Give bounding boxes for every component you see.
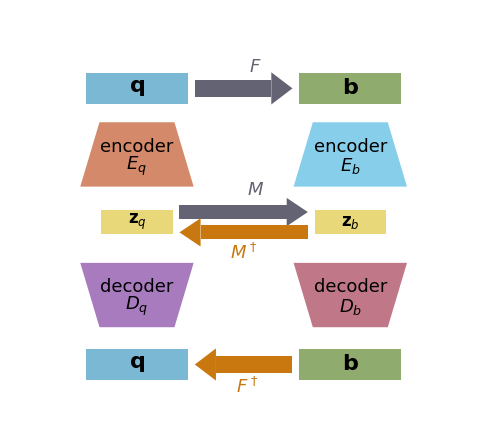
Text: $\mathbf{z}_q$: $\mathbf{z}_q$ xyxy=(127,212,146,232)
FancyBboxPatch shape xyxy=(86,349,188,380)
FancyBboxPatch shape xyxy=(180,205,287,219)
Text: $E_b$: $E_b$ xyxy=(340,156,361,176)
Text: $\mathbf{b}$: $\mathbf{b}$ xyxy=(342,355,359,374)
Polygon shape xyxy=(80,122,193,187)
Text: $\mathbf{z}_b$: $\mathbf{z}_b$ xyxy=(341,213,360,231)
Text: $\mathbf{q}$: $\mathbf{q}$ xyxy=(129,355,145,374)
Text: $\mathbf{b}$: $\mathbf{b}$ xyxy=(342,78,359,99)
FancyBboxPatch shape xyxy=(300,73,401,103)
FancyBboxPatch shape xyxy=(216,356,293,373)
Text: $E_q$: $E_q$ xyxy=(126,154,147,178)
Text: encoder: encoder xyxy=(313,138,387,156)
Text: $M^\dagger$: $M^\dagger$ xyxy=(230,243,257,264)
Text: decoder: decoder xyxy=(100,279,174,296)
Text: $\mathbf{q}$: $\mathbf{q}$ xyxy=(129,78,145,99)
Polygon shape xyxy=(195,348,216,381)
Polygon shape xyxy=(180,218,200,246)
Polygon shape xyxy=(294,122,407,187)
Polygon shape xyxy=(294,263,407,327)
Polygon shape xyxy=(287,198,308,226)
Text: M: M xyxy=(248,181,263,199)
Text: $F^\dagger$: $F^\dagger$ xyxy=(237,377,258,396)
FancyBboxPatch shape xyxy=(200,225,308,239)
Text: encoder: encoder xyxy=(100,138,174,156)
Text: $D_q$: $D_q$ xyxy=(125,295,149,318)
Polygon shape xyxy=(271,72,293,104)
Polygon shape xyxy=(80,263,193,327)
FancyBboxPatch shape xyxy=(101,210,173,235)
Text: decoder: decoder xyxy=(313,279,387,296)
FancyBboxPatch shape xyxy=(315,210,386,235)
Text: $F$: $F$ xyxy=(249,59,261,77)
FancyBboxPatch shape xyxy=(195,80,271,96)
Text: $D_b$: $D_b$ xyxy=(339,297,362,317)
FancyBboxPatch shape xyxy=(86,73,188,103)
FancyBboxPatch shape xyxy=(300,349,401,380)
